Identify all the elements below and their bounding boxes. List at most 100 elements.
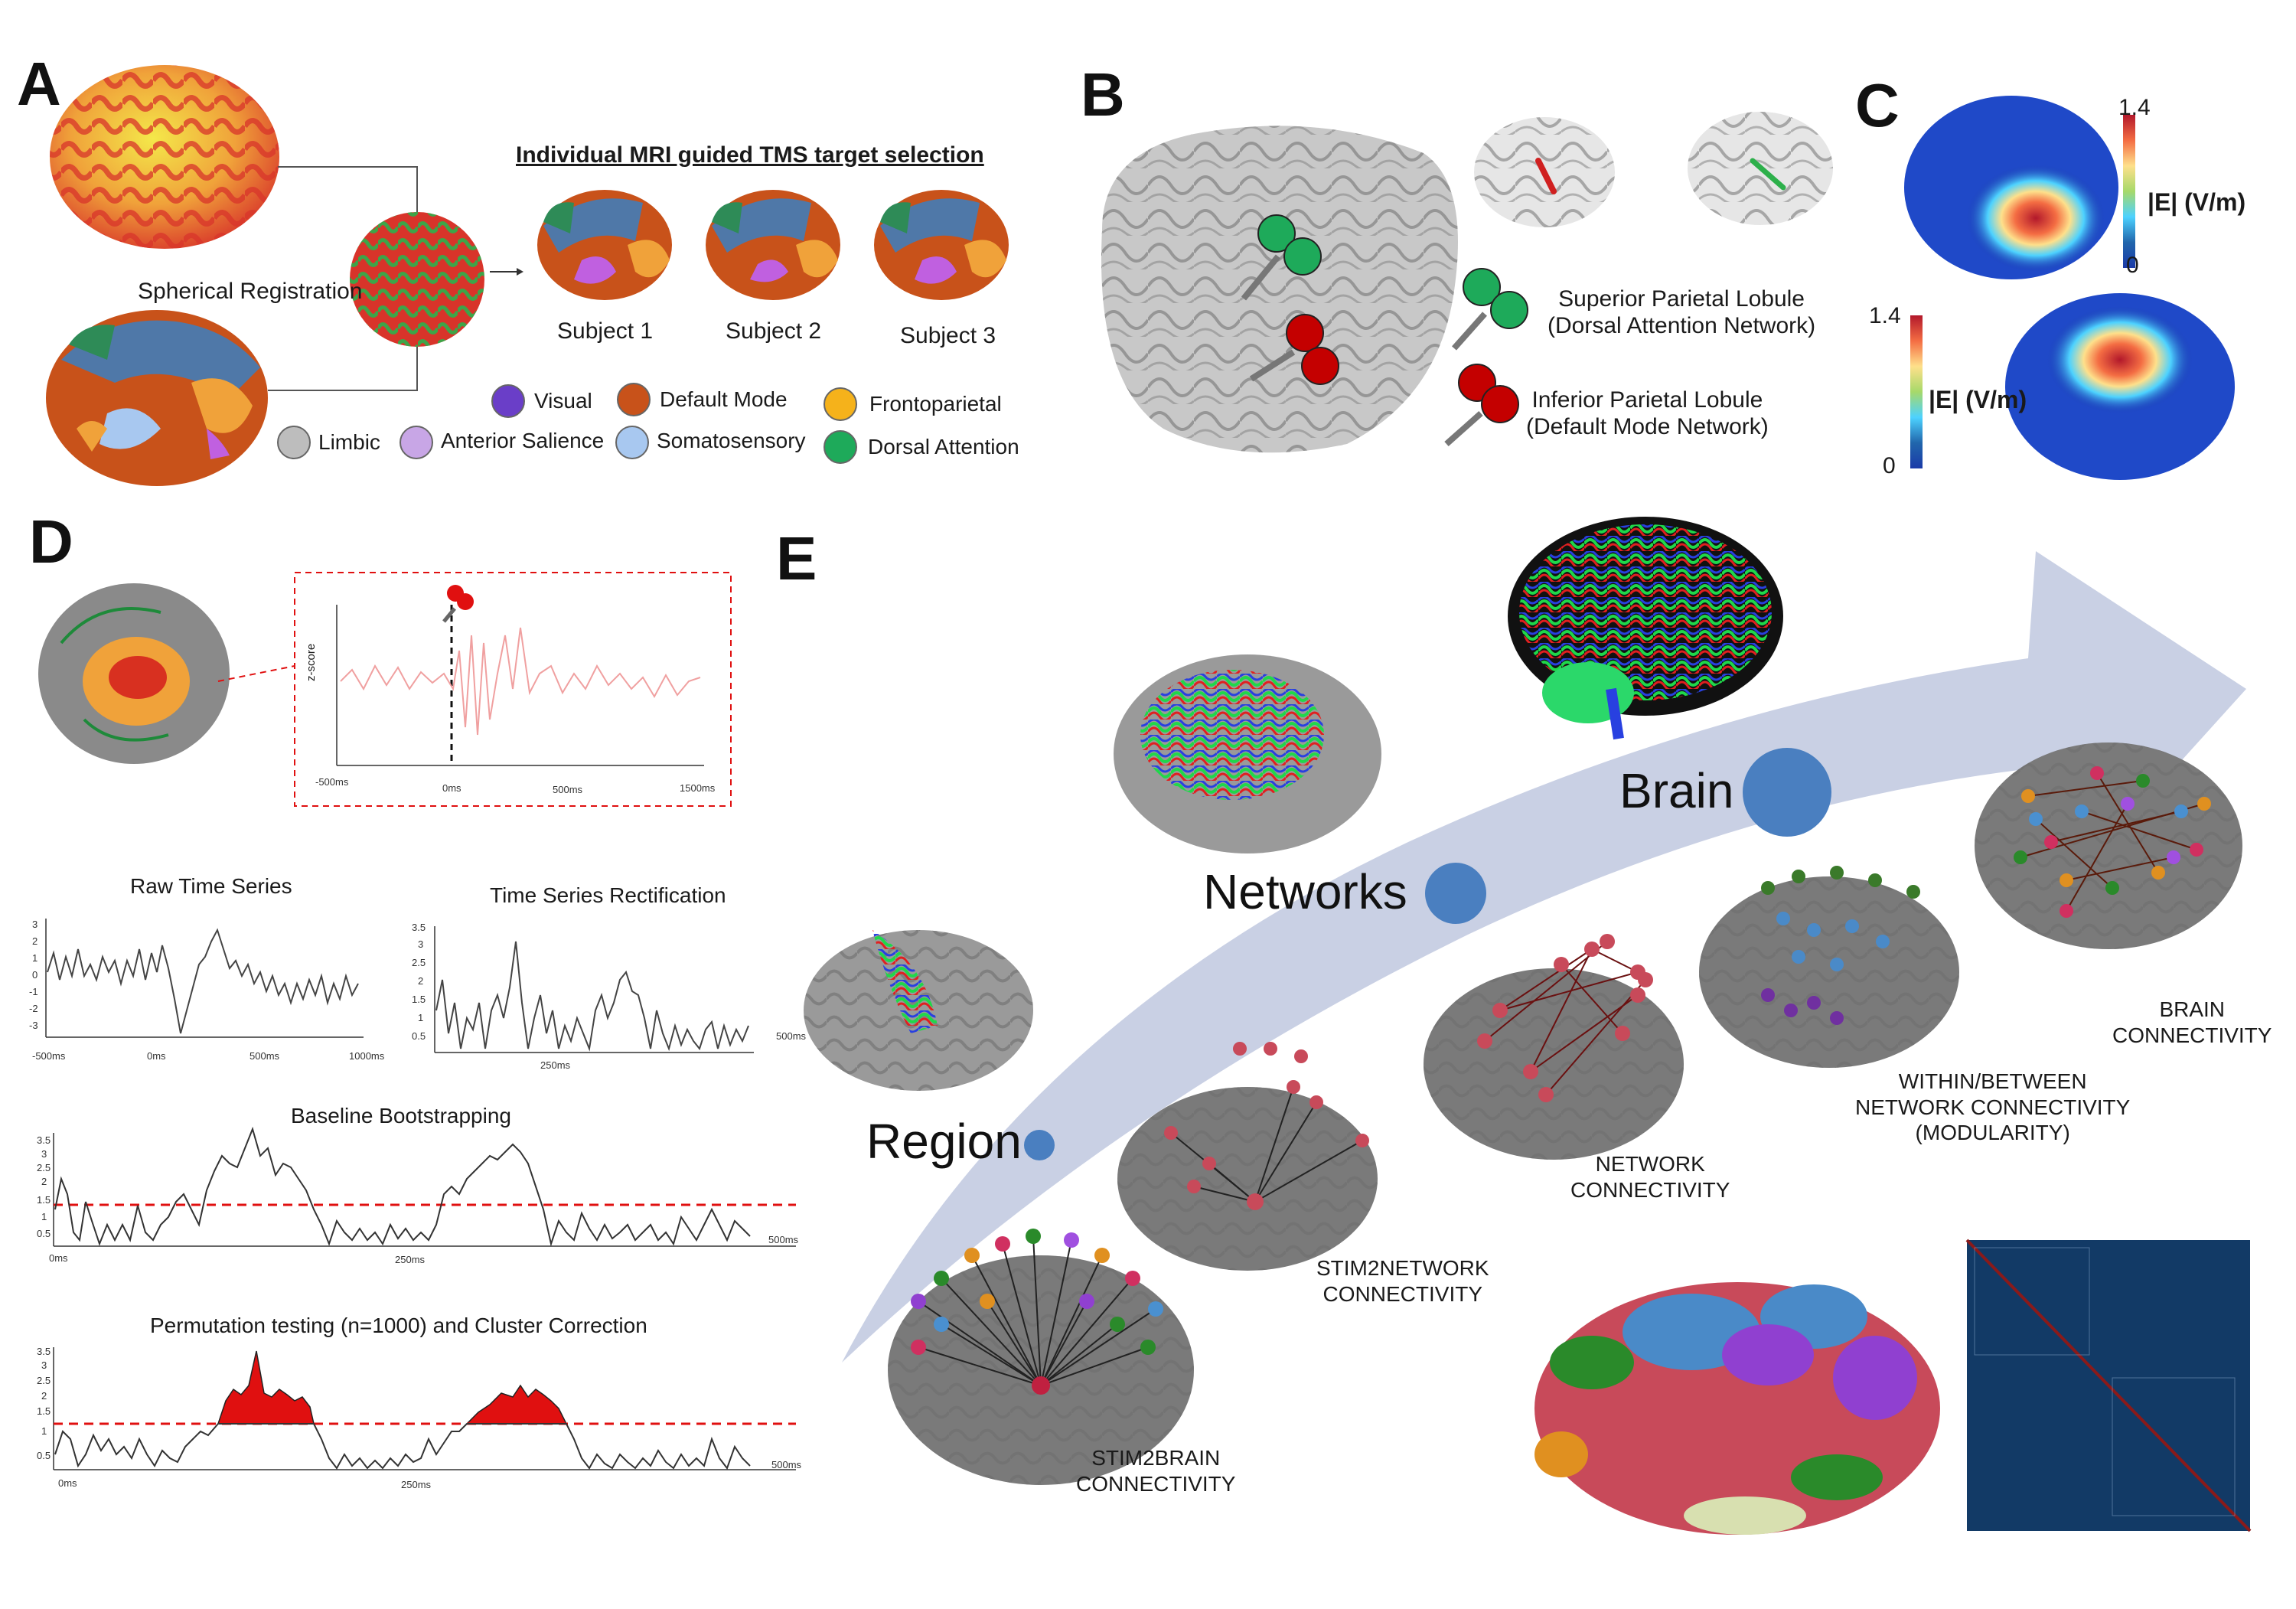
caption-stim2brain-line2: CONNECTIVITY: [1076, 1471, 1236, 1496]
dorsal-attention-swatch: [823, 430, 857, 464]
inflated-activation-brain: [38, 583, 230, 764]
raw-x-tick: -500ms: [32, 1050, 66, 1062]
mri-target-title: Individual MRI guided TMS target selecti…: [516, 142, 984, 168]
spl-coil-icon: [1241, 214, 1322, 301]
somatosensory-swatch: [615, 426, 649, 459]
permutation-y-tick: 1: [41, 1425, 47, 1437]
efield-colorbar-top: [2123, 115, 2135, 268]
legend-default-mode: Default Mode: [660, 387, 788, 411]
permutation-y-tick: 0.5: [37, 1450, 51, 1461]
caption-brain: BRAIN CONNECTIVITY: [2112, 997, 2272, 1048]
inset-tick-2: 0ms: [442, 782, 461, 794]
panel-label-b: B: [1081, 60, 1125, 129]
caption-within-between-line3: (MODULARITY): [1915, 1121, 2070, 1145]
caption-stim2network-line2: CONNECTIVITY: [1322, 1281, 1483, 1306]
connectivity-matrix: [1965, 1239, 2252, 1532]
caption-brain-line1: BRAIN: [2159, 997, 2226, 1021]
permutation-y-tick: 1.5: [37, 1405, 51, 1417]
caption-network-line1: NETWORK: [1595, 1152, 1705, 1176]
significant-cluster-1: [217, 1350, 315, 1425]
network-connectivity-brain: [1424, 968, 1684, 1160]
raw-y-tick: 3: [32, 919, 38, 930]
legend-anterior-salience: Anterior Salience: [441, 429, 605, 452]
ipl-legend-coil-icon: [1444, 364, 1519, 446]
stimulus-pin-icon: [442, 585, 474, 623]
caption-stim2brain: STIM2BRAIN CONNECTIVITY: [1076, 1445, 1235, 1496]
rect-y-tick: 2: [418, 975, 424, 987]
rect-x-tick: 250ms: [540, 1059, 571, 1071]
permutation-x-tick: 500ms: [771, 1459, 802, 1470]
bootstrap-x-tick: 0ms: [49, 1252, 68, 1264]
inset-tick-1: -500ms: [315, 776, 349, 788]
region-stage-dot: [1024, 1130, 1055, 1160]
stim2network-connectivity-brain: [1117, 1087, 1378, 1271]
efield-colorbar-bottom: [1910, 315, 1923, 468]
parcellated-connectome-brain: [1534, 1282, 1940, 1535]
legend-dorsal-attention: Dorsal Attention: [868, 435, 1019, 459]
caption-within-between-line2: NETWORK CONNECTIVITY: [1855, 1095, 2131, 1119]
rect-y-tick: 3.5: [412, 922, 426, 933]
permutation-y-tick: 2.5: [37, 1375, 51, 1386]
raw-y-tick: 2: [32, 935, 38, 947]
legend-frontoparietal: Frontoparietal: [869, 392, 1002, 416]
subject-2-label: Subject 2: [726, 318, 822, 344]
rect-y-tick: 1: [418, 1012, 424, 1023]
raw-y-tick: -1: [29, 986, 38, 997]
brain-connectivity-brain: [1975, 742, 2242, 949]
visual-swatch: [491, 384, 525, 418]
colorbar-bottom-unit: |E| (V/m): [1929, 386, 2027, 413]
caption-within-between: WITHIN/BETWEEN NETWORK CONNECTIVITY (MOD…: [1855, 1069, 2130, 1146]
caption-network: NETWORK CONNECTIVITY: [1570, 1151, 1730, 1203]
colorbar-top-max: 1.4: [2118, 95, 2151, 120]
stage-brain-label: Brain: [1619, 763, 1734, 818]
ipl-label: Inferior Parietal Lobule (Default Mode N…: [1526, 387, 1769, 440]
progression-arrow: [842, 551, 2246, 1363]
spl-label: Superior Parietal Lobule (Dorsal Attenti…: [1548, 286, 1815, 339]
colorbar-top-unit: |E| (V/m): [2148, 188, 2246, 216]
inset-trace: [340, 627, 701, 736]
raw-y-tick: 1: [32, 952, 38, 964]
panel-label-d: D: [29, 508, 73, 576]
stim2network-nodes: [1164, 1042, 1369, 1210]
permutation-title: Permutation testing (n=1000) and Cluster…: [150, 1314, 647, 1337]
bootstrap-title: Baseline Bootstrapping: [291, 1104, 511, 1128]
caption-brain-line2: CONNECTIVITY: [2112, 1023, 2272, 1047]
efield-brain-bottom: [2005, 293, 2235, 480]
target-brain-spl: [1688, 112, 1833, 225]
spl-label-line2: (Dorsal Attention Network): [1548, 312, 1816, 338]
ipl-coil-icon: [1249, 314, 1339, 385]
permutation-y-tick: 3: [41, 1359, 47, 1371]
brain-stage-dot: [1743, 748, 1831, 837]
stim2brain-connectivity-brain: [888, 1255, 1194, 1485]
rect-y-tick: 1.5: [412, 994, 426, 1005]
permutation-x-tick: 250ms: [401, 1479, 432, 1490]
colorbar-bottom-max: 1.4: [1869, 303, 1901, 328]
colorbar-top-min: 0: [2126, 253, 2139, 278]
subject-brains: [537, 190, 1009, 300]
raw-x-tick: 0ms: [147, 1050, 166, 1062]
permutation-x-tick: 0ms: [58, 1477, 77, 1489]
caption-stim2network-line1: STIM2NETWORK: [1316, 1256, 1489, 1280]
inset-tick-4: 1500ms: [680, 782, 716, 794]
colorbar-bottom-min: 0: [1883, 453, 1896, 478]
ipl-label-line1: Inferior Parietal Lobule: [1531, 387, 1763, 413]
rect-y-tick: 3: [418, 938, 424, 950]
brain-edges: [2020, 772, 2205, 912]
stage-networks-label: Networks: [1203, 864, 1407, 919]
efield-brain-top: [1904, 96, 2118, 279]
networks-stage-dot: [1425, 863, 1486, 924]
modularity-nodes: [1761, 866, 1920, 1025]
raw-series-title: Raw Time Series: [130, 874, 292, 898]
caption-stim2brain-line1: STIM2BRAIN: [1091, 1446, 1221, 1470]
stim2brain-nodes: [911, 1229, 1163, 1395]
raw-x-tick: 1000ms: [349, 1050, 385, 1062]
spherical-registration-label: Spherical Registration: [138, 279, 363, 304]
stage-region-label: Region: [866, 1114, 1022, 1169]
raw-y-tick: -3: [29, 1020, 38, 1031]
network-tractography-brain: [1114, 654, 1381, 853]
